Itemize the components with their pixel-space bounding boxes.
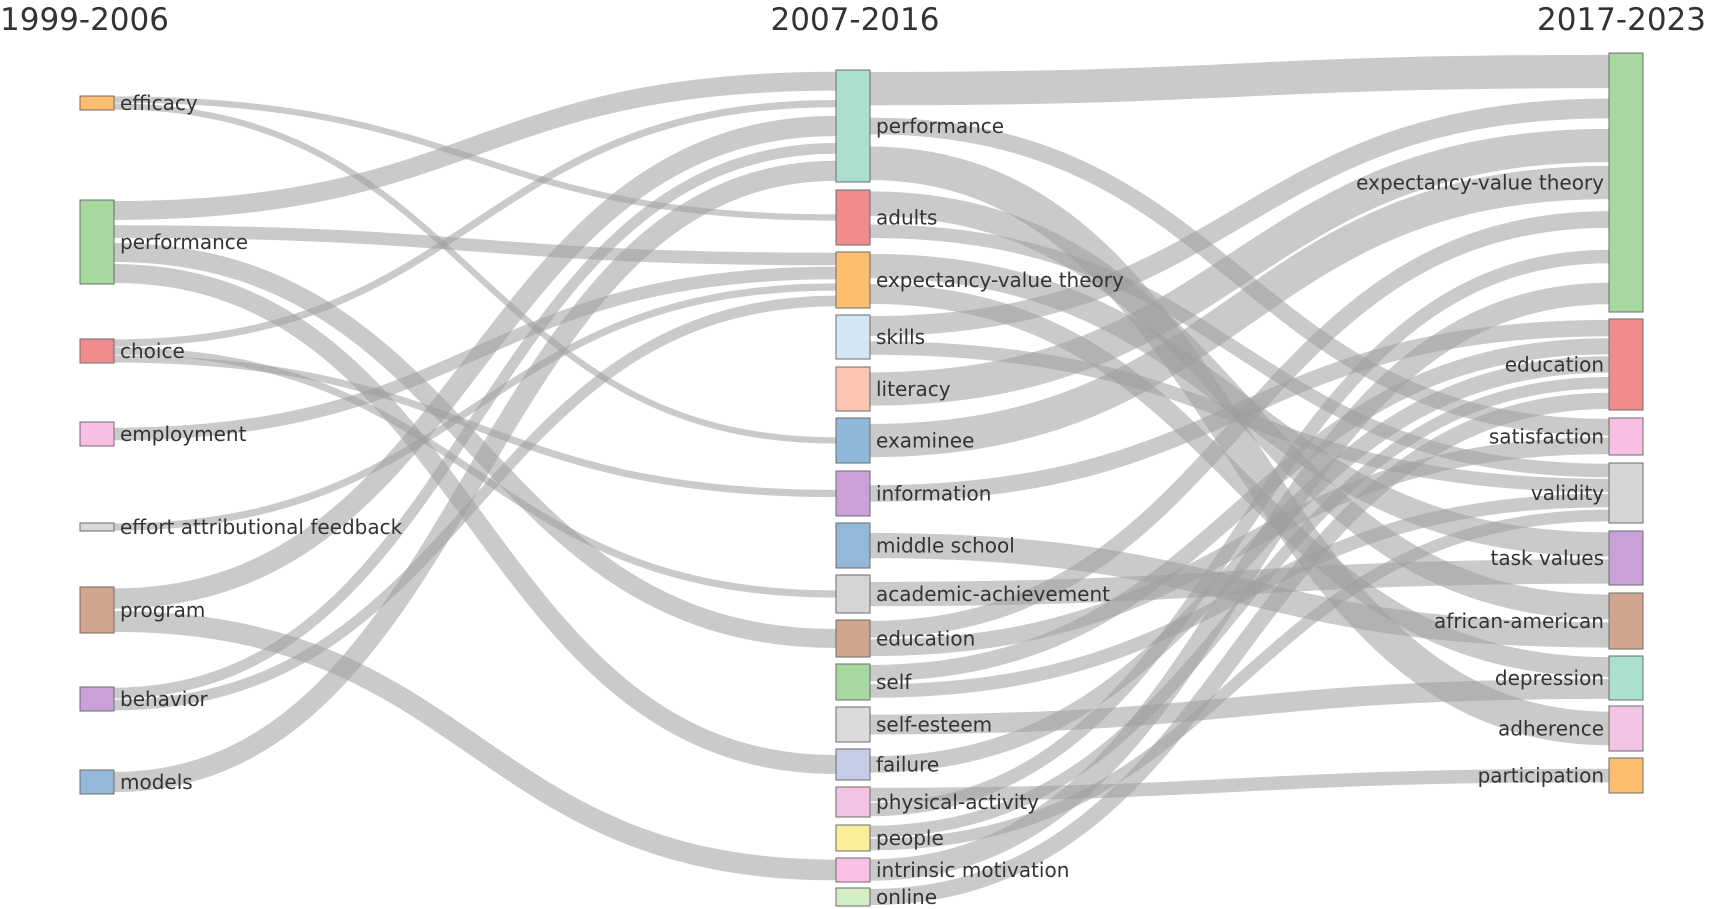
period-3-title: 2017-2023 — [1537, 2, 1706, 38]
c1-node-choice[interactable] — [79, 338, 115, 364]
c2-label-examinee: examinee — [876, 429, 974, 453]
c2-node-information[interactable] — [835, 470, 871, 517]
link-skills-to-expectancy-value-theory — [869, 98, 1610, 336]
c2-label-people: people — [876, 826, 944, 850]
c2-label-education: education — [876, 627, 975, 651]
link-education-to-satisfaction — [869, 437, 1610, 657]
link-effort-attributional-feedback-to-expectancy-value-theory — [113, 283, 837, 531]
c1-node-employment[interactable] — [79, 421, 115, 447]
link-self-esteem-to-depression — [869, 679, 1610, 735]
c2-node-people[interactable] — [835, 824, 871, 852]
c3-node-education[interactable] — [1608, 318, 1644, 411]
c3-node-expectancy-value-theory[interactable] — [1608, 52, 1644, 313]
c2-label-expectancy-value-theory: expectancy-value theory — [876, 268, 1124, 292]
c1-label-employment: employment — [120, 422, 247, 446]
link-performance-to-education — [113, 243, 837, 648]
c2-node-expectancy-value-theory[interactable] — [835, 251, 871, 309]
c2-label-failure: failure — [876, 753, 939, 777]
link-intrinsic-motivation-to-expectancy-value-theory — [869, 282, 1610, 881]
c2-label-academic-achievement: academic-achievement — [876, 582, 1110, 606]
link-literacy-to-expectancy-value-theory — [869, 128, 1610, 406]
c1-node-efficacy[interactable] — [79, 95, 115, 111]
c1-node-performance[interactable] — [79, 199, 115, 285]
link-performance-to-expectancy-value-theory — [113, 225, 837, 266]
c2-node-education[interactable] — [835, 619, 871, 658]
link-efficacy-to-examinee — [113, 103, 837, 444]
c3-label-participation: participation — [1478, 764, 1604, 788]
c2-node-adults[interactable] — [835, 189, 871, 246]
link-self-to-education — [869, 338, 1610, 682]
link-behavior-to-performance — [113, 143, 837, 699]
c2-node-online[interactable] — [835, 887, 871, 907]
c1-node-behavior[interactable] — [79, 686, 115, 712]
c3-label-satisfaction: satisfaction — [1489, 425, 1604, 449]
c3-label-task-values: task values — [1490, 546, 1604, 570]
c1-label-performance: performance — [120, 230, 248, 254]
c2-node-examinee[interactable] — [835, 417, 871, 464]
c2-node-skills[interactable] — [835, 314, 871, 360]
c1-label-program: program — [120, 598, 205, 622]
links-layer — [113, 54, 1610, 906]
c2-label-self-esteem: self-esteem — [876, 713, 992, 737]
c1-label-models: models — [120, 770, 193, 794]
c2-node-literacy[interactable] — [835, 366, 871, 412]
c2-label-intrinsic-motivation: intrinsic motivation — [876, 858, 1069, 882]
link-performance-to-performance — [113, 71, 837, 220]
link-choice-to-performance — [113, 100, 837, 347]
c2-label-middle-school: middle school — [876, 534, 1015, 558]
link-physical-activity-to-expectancy-value-theory — [869, 249, 1610, 817]
link-physical-activity-to-participation — [869, 768, 1610, 802]
c2-label-online: online — [876, 885, 937, 909]
period-2-title: 2007-2016 — [771, 2, 940, 38]
c3-label-depression: depression — [1495, 666, 1604, 690]
period-1-title: 1999-2006 — [0, 2, 169, 38]
c3-label-adherence: adherence — [1498, 717, 1604, 741]
c3-label-african-american: african-american — [1434, 609, 1604, 633]
c3-label-validity: validity — [1531, 481, 1604, 505]
c2-node-self-esteem[interactable] — [835, 706, 871, 743]
c3-label-education: education — [1505, 353, 1604, 377]
c3-label-expectancy-value-theory: expectancy-value theory — [1356, 171, 1604, 195]
c1-label-efficacy: efficacy — [120, 91, 198, 115]
link-models-to-performance — [113, 160, 837, 793]
c1-node-effort-attributional-feedback[interactable] — [79, 522, 115, 532]
c2-label-information: information — [876, 482, 991, 506]
c2-node-intrinsic-motivation[interactable] — [835, 857, 871, 883]
c3-node-task-values[interactable] — [1608, 530, 1644, 586]
c2-node-failure[interactable] — [835, 748, 871, 781]
link-online-to-education — [869, 392, 1610, 906]
c1-label-behavior: behavior — [120, 687, 209, 711]
c1-label-effort-attributional-feedback: effort attributional feedback — [120, 515, 403, 539]
c2-label-performance: performance — [876, 114, 1004, 138]
c2-label-skills: skills — [876, 325, 925, 349]
c2-label-literacy: literacy — [876, 377, 951, 401]
nodes-layer: efficacy performance choice employment effor… — [79, 52, 1644, 909]
c1-label-choice: choice — [120, 339, 185, 363]
c3-node-satisfaction[interactable] — [1608, 417, 1644, 456]
c3-node-participation[interactable] — [1608, 757, 1644, 794]
c2-node-academic-achievement[interactable] — [835, 574, 871, 614]
link-program-to-performance — [113, 115, 837, 609]
link-performance-to-failure — [113, 264, 837, 774]
c3-node-adherence[interactable] — [1608, 705, 1644, 752]
c2-node-self[interactable] — [835, 663, 871, 701]
c2-node-performance[interactable] — [835, 69, 871, 183]
link-education-to-expectancy-value-theory — [869, 211, 1610, 638]
c2-node-middle-school[interactable] — [835, 522, 871, 569]
c3-node-african-american[interactable] — [1608, 592, 1644, 650]
c3-node-depression[interactable] — [1608, 655, 1644, 701]
c2-node-physical-activity[interactable] — [835, 786, 871, 818]
link-program-to-intrinsic-motivation — [113, 611, 837, 881]
link-behavior-to-expectancy-value-theory — [113, 295, 837, 711]
c2-label-physical-activity: physical-activity — [876, 790, 1039, 814]
c1-node-models[interactable] — [79, 769, 115, 795]
link-performance-to-expectancy-value-theory — [869, 54, 1610, 106]
c1-node-program[interactable] — [79, 586, 115, 634]
link-people-to-education — [869, 376, 1610, 838]
c3-node-validity[interactable] — [1608, 462, 1644, 524]
c2-label-self: self — [876, 670, 912, 694]
c2-label-adults: adults — [876, 206, 937, 230]
link-examinee-to-expectancy-value-theory — [869, 165, 1610, 458]
